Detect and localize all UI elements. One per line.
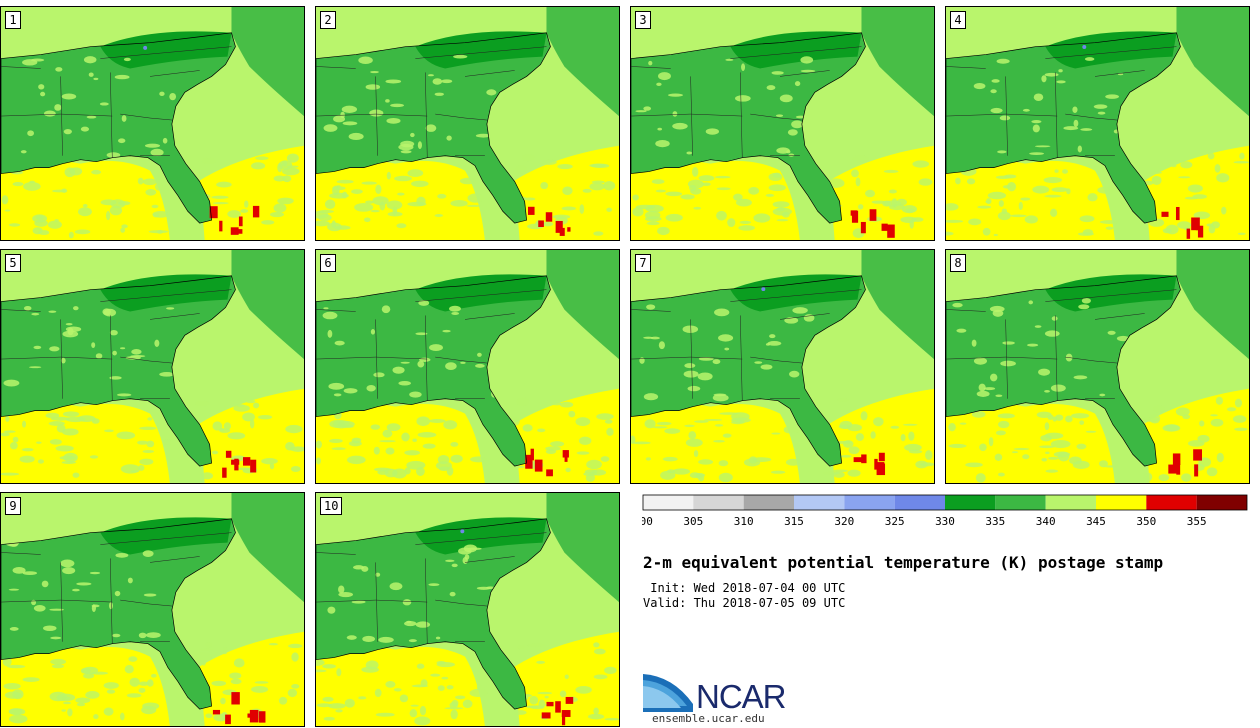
forecast-map [1,493,304,726]
colorbar: 300 305 310 315 320 325 330 335 340 345 350 355 [642,494,1248,528]
member-panel-8: 8 [945,249,1250,484]
member-panel-5: 5 [0,249,305,484]
plot-title: 2-m equivalent potential temperature (K)… [643,553,1164,572]
member-number: 9 [5,497,21,515]
colorbar-segment [743,495,794,510]
logo-url: ensemble.ucar.edu [652,712,765,725]
colorbar-tick-label: 315 [784,515,804,528]
colorbar-tick-label: 355 [1187,515,1207,528]
colorbar-segment [1196,495,1247,510]
member-panel-7: 7 [630,249,935,484]
colorbar-tick-label: 350 [1136,515,1156,528]
member-number: 1 [5,11,21,29]
colorbar-segment [844,495,895,510]
member-panel-4: 4 [945,6,1250,241]
member-panel-9: 9 [0,492,305,727]
member-panel-1: 1 [0,6,305,241]
colorbar-segment [1146,495,1197,510]
colorbar-tick-label: 335 [985,515,1005,528]
colorbar-segment [794,495,845,510]
member-number: 10 [320,497,343,515]
colorbar-segment [995,495,1046,510]
colorbar-tick-label: 340 [1036,515,1056,528]
colorbar-tick-label: 325 [885,515,905,528]
forecast-map [316,7,619,240]
forecast-map [946,250,1249,483]
colorbar-segment [945,495,996,510]
member-number: 3 [635,11,651,29]
member-panel-6: 6 [315,249,620,484]
forecast-map [316,250,619,483]
member-panel-3: 3 [630,6,935,241]
valid-time: Valid: Thu 2018-07-05 09 UTC [643,596,846,610]
member-number: 8 [950,254,966,272]
colorbar-tick-label: 330 [935,515,955,528]
forecast-map [1,250,304,483]
forecast-map [631,250,934,483]
member-number: 6 [320,254,336,272]
colorbar-segment [1045,495,1096,510]
colorbar-segment [643,495,694,510]
colorbar-segment [1096,495,1147,510]
colorbar-tick-label: 320 [834,515,854,528]
ncar-logo-icon [643,674,693,712]
init-time: Init: Wed 2018-07-04 00 UTC [643,581,846,595]
colorbar-tick-label: 300 [642,515,653,528]
forecast-map [1,7,304,240]
member-number: 4 [950,11,966,29]
colorbar-tick-label: 310 [734,515,754,528]
member-number: 7 [635,254,651,272]
forecast-map [631,7,934,240]
colorbar-tick-label: 305 [683,515,703,528]
member-number: 5 [5,254,21,272]
logo-name: NCAR [696,678,787,715]
member-number: 2 [320,11,336,29]
colorbar-segment [693,495,744,510]
colorbar-tick-label: 345 [1086,515,1106,528]
member-panel-10: 10 [315,492,620,727]
colorbar-segment [894,495,945,510]
forecast-map [316,493,619,726]
forecast-map [946,7,1249,240]
member-panel-2: 2 [315,6,620,241]
